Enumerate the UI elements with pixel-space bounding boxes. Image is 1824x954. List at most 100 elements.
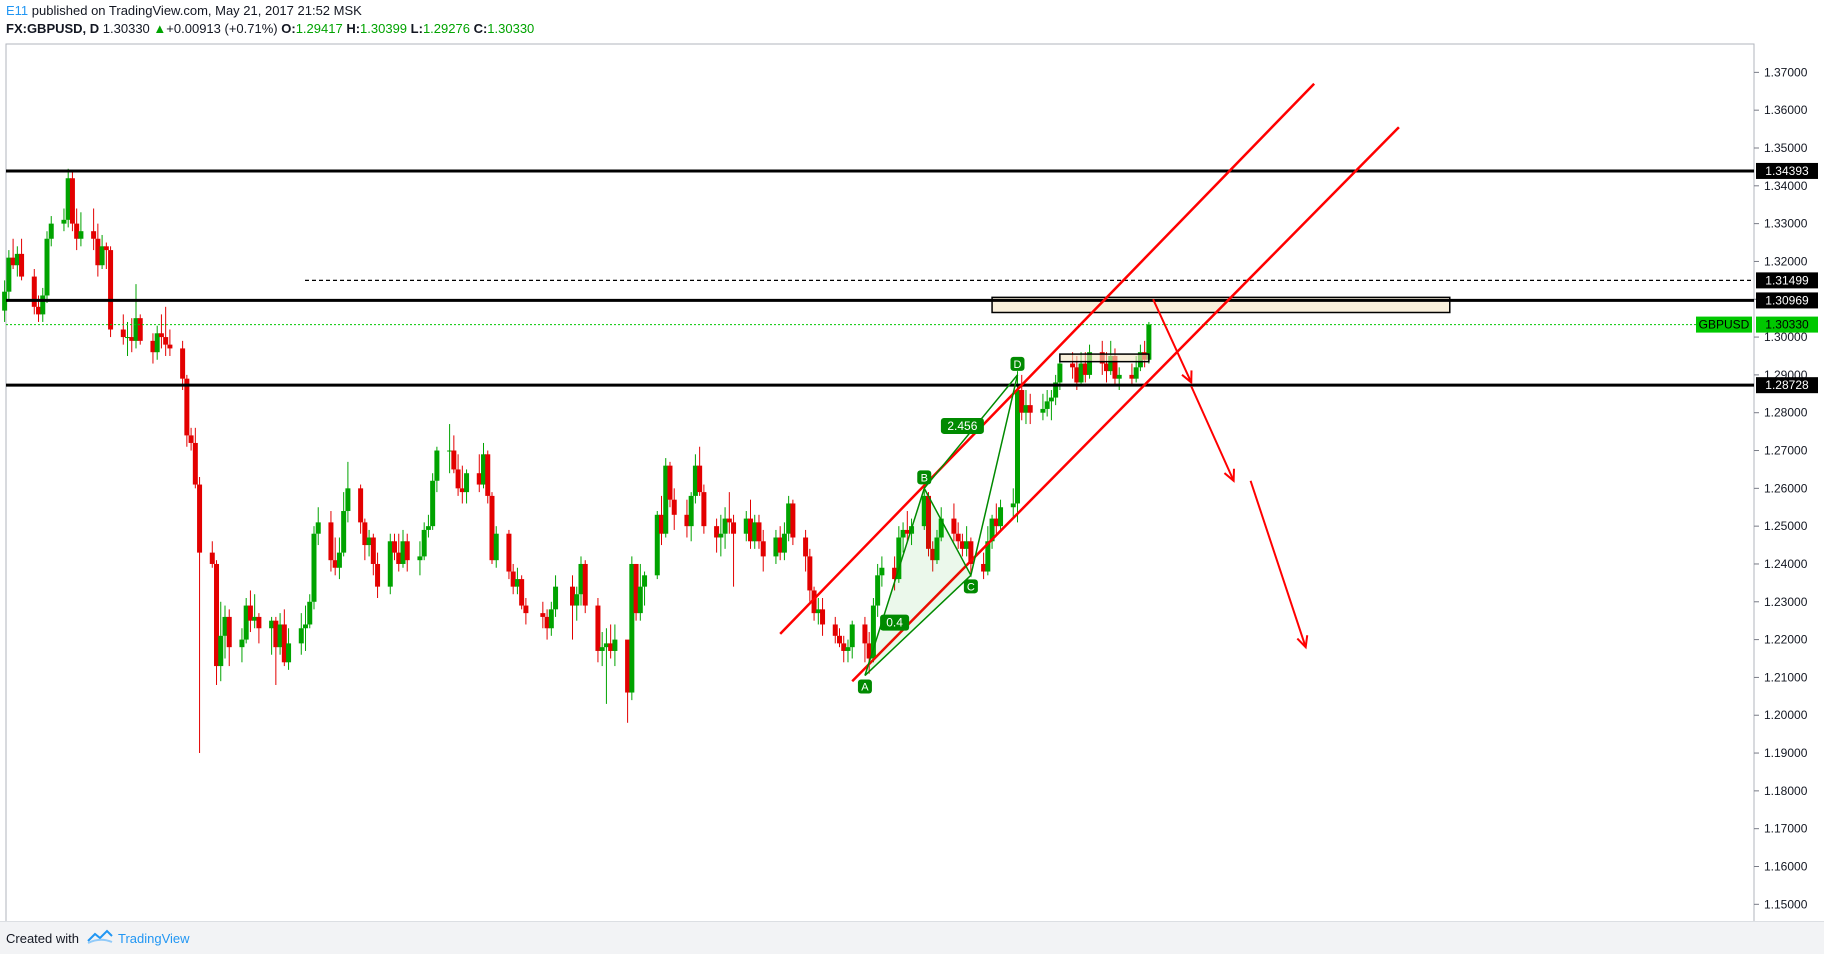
candle-body	[328, 522, 334, 561]
candle-body	[243, 605, 249, 640]
candle-body	[625, 639, 631, 693]
pattern-point-label: A	[861, 682, 869, 694]
candle-body	[578, 563, 584, 595]
candle-body	[69, 178, 75, 224]
plot-area[interactable]	[5, 43, 1755, 921]
price-axis[interactable]: 1.15000 1.16000 1.17000 1.18000 1.19000 1.200…	[1754, 65, 1808, 911]
candle-body	[10, 257, 16, 266]
candle-body	[99, 246, 105, 266]
y-tick-label: 1.28000	[1764, 406, 1808, 420]
pattern-point-label: B	[921, 472, 928, 484]
candle-body	[48, 223, 54, 239]
candle-body	[718, 533, 724, 538]
open-label: O:	[281, 21, 296, 36]
author-link[interactable]: E11	[6, 3, 29, 18]
y-tick-label: 1.24000	[1764, 557, 1808, 571]
candle-body	[31, 276, 37, 307]
candle-body	[1019, 390, 1025, 413]
candle-body	[570, 586, 576, 606]
open-value: 1.29417	[295, 21, 343, 36]
candle-body	[599, 647, 605, 651]
candle-body	[74, 223, 80, 239]
candle-body	[654, 514, 660, 576]
candle-body	[514, 579, 520, 587]
candle-body	[506, 533, 512, 572]
candle-body	[167, 344, 173, 349]
candle-body	[1057, 363, 1063, 383]
candle-body	[277, 624, 283, 648]
y-tick-label: 1.15000	[1764, 897, 1808, 911]
candle-body	[603, 643, 609, 648]
y-tick-label: 1.19000	[1764, 746, 1808, 760]
candle-body	[485, 454, 491, 496]
candle-body	[608, 643, 614, 651]
candle-body	[400, 541, 406, 564]
candle-body	[362, 522, 368, 546]
candle-body	[137, 318, 143, 341]
pattern-ac-line	[864, 574, 972, 677]
candle-body	[489, 495, 495, 561]
candle-body	[247, 605, 253, 621]
candle-body	[387, 541, 393, 587]
candle-body	[1133, 367, 1139, 379]
candle-body	[65, 178, 71, 220]
candle-body	[154, 333, 160, 353]
candle-body	[209, 552, 215, 564]
candle-body	[642, 575, 648, 587]
candle-body	[19, 253, 25, 277]
candle-body	[150, 340, 156, 353]
price-chart[interactable]: 1.15000 1.16000 1.17000 1.18000 1.19000 1.200…	[0, 0, 1824, 921]
harmonic-pattern-line	[864, 374, 1019, 676]
y-tick-label: 1.26000	[1764, 481, 1808, 495]
candle-body	[332, 560, 338, 568]
y-tick-label: 1.20000	[1764, 708, 1808, 722]
y-tick-label: 1.32000	[1764, 254, 1808, 268]
projection-arrow	[1190, 385, 1235, 482]
candle-body	[519, 579, 525, 606]
candle-body	[281, 624, 287, 663]
candle-body	[955, 533, 961, 542]
symbol-label[interactable]: FX:GBPUSD, D	[6, 21, 100, 36]
y-tick-label: 1.17000	[1764, 822, 1808, 836]
candle-body	[879, 567, 885, 576]
candle-body	[993, 518, 999, 527]
ratio-label: 2.456	[947, 419, 977, 433]
y-tick-label: 1.16000	[1764, 859, 1808, 873]
candle-body	[781, 533, 787, 553]
ratio-label: 0.4	[886, 616, 903, 630]
candle-body	[714, 526, 720, 538]
pattern-point-badge	[917, 470, 932, 485]
tradingview-logo-icon[interactable]	[86, 928, 114, 951]
candle-body	[214, 563, 220, 667]
y-tick-label: 1.36000	[1764, 103, 1808, 117]
tradingview-link[interactable]: TradingView	[118, 931, 190, 946]
candle-body	[870, 605, 876, 659]
symbol-tag-label: GBPUSD	[1699, 318, 1750, 332]
low-value: 1.29276	[422, 21, 470, 36]
candle-body	[743, 518, 749, 534]
ratio-badge	[940, 417, 984, 434]
candle-body	[396, 552, 402, 564]
candle-body	[226, 616, 232, 648]
high-label: H:	[346, 21, 361, 36]
candle-body	[188, 435, 194, 443]
candle-body	[447, 450, 453, 452]
candle-body	[163, 337, 169, 345]
y-tick-label: 1.27000	[1764, 444, 1808, 458]
candle-body	[1044, 401, 1050, 409]
candle-body	[637, 586, 643, 614]
candle-body	[336, 552, 342, 568]
y-tick-label: 1.30000	[1764, 330, 1808, 344]
candle-body	[392, 541, 398, 553]
candle-body	[120, 329, 126, 338]
candle-body	[1087, 352, 1093, 375]
candle-body	[697, 465, 703, 493]
candle-body	[370, 537, 376, 564]
candle-body	[548, 609, 554, 629]
candle-body	[1014, 390, 1020, 504]
candle-body	[773, 537, 779, 557]
level-price-label: 1.30969	[1765, 293, 1809, 307]
level-price-tag	[1756, 162, 1818, 179]
candle-body	[900, 529, 906, 538]
candle-body	[366, 537, 372, 546]
